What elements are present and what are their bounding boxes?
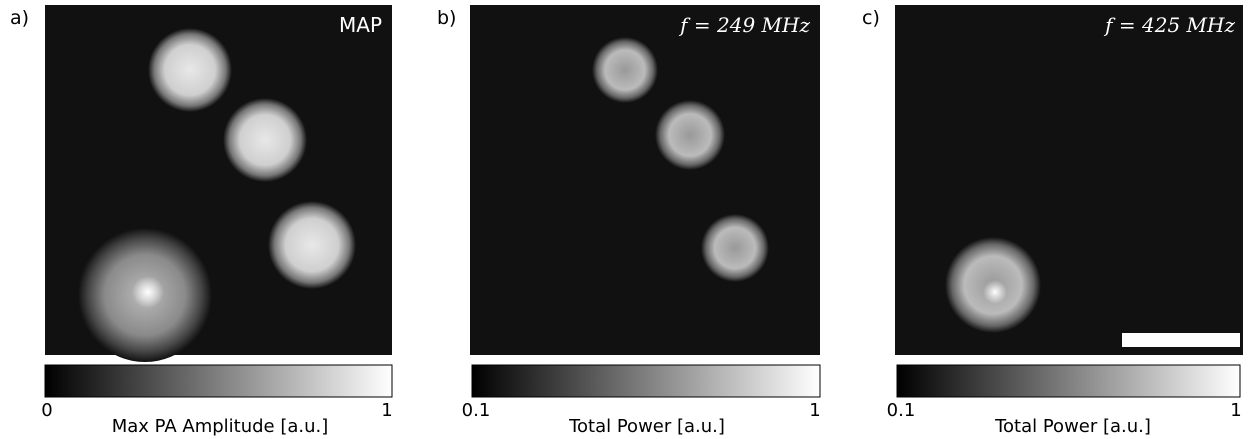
colorbar (44, 364, 393, 398)
particle (701, 214, 769, 282)
colorbar-title: Total Power [a.u.] (994, 416, 1151, 437)
colorbar-title: Max PA Amplitude [a.u.] (112, 416, 329, 437)
particle (223, 98, 307, 182)
colorbar-max: 1 (381, 400, 392, 421)
overlay-text: f = 425 MHz (1103, 13, 1235, 37)
colorbar-max: 1 (1230, 400, 1241, 421)
particle (592, 37, 658, 103)
panel-label: a) (10, 7, 29, 29)
particle (268, 201, 356, 289)
panel-label: b) (437, 7, 456, 29)
scale-bar (1122, 333, 1240, 347)
panel-label: c) (862, 7, 880, 29)
colorbar (896, 364, 1241, 398)
hot-spot (983, 280, 1007, 304)
hot-spot (132, 276, 164, 308)
colorbar (471, 364, 821, 398)
overlay-text: f = 249 MHz (678, 13, 810, 37)
colorbar-min: 0 (41, 400, 52, 421)
colorbar-max: 1 (809, 400, 820, 421)
colorbar-min: 0.1 (887, 400, 916, 421)
overlay-text: MAP (339, 13, 382, 37)
colorbar-title: Total Power [a.u.] (568, 416, 725, 437)
particle (148, 28, 232, 112)
image (895, 5, 1243, 355)
colorbar-min: 0.1 (462, 400, 491, 421)
particle (655, 100, 725, 170)
